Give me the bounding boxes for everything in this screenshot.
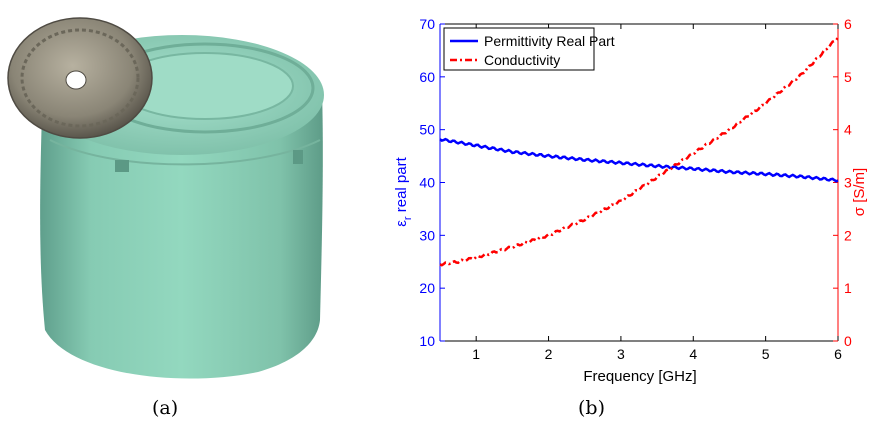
left-y-tick-label: 60 [419, 69, 435, 85]
x-tick-label: 3 [617, 346, 625, 362]
right-y-tick-label: 1 [844, 280, 852, 296]
right-y-tick-label: 2 [844, 227, 852, 243]
x-axis-label: Frequency [GHz] [583, 368, 696, 385]
left-y-tick-label: 10 [419, 333, 435, 349]
dual-axis-line-chart: 1 2 3 4 5 6 10 20 30 40 50 60 70 0 1 2 3 4 5 6 Permittivity… [393, 16, 868, 385]
x-tick-label: 2 [545, 346, 553, 362]
legend-box [443, 27, 595, 71]
legend-label: Permittivity Real Part [484, 33, 615, 49]
chart-axes: 1 2 3 4 5 6 10 20 30 40 50 60 70 0 1 2 3 4 5 6 [419, 16, 852, 362]
x-tick-label: 4 [689, 346, 697, 362]
x-tick-label: 6 [834, 346, 842, 362]
chart-legend: Permittivity Real Part Conductivity [443, 27, 615, 71]
series-line-conductivity [439, 36, 840, 267]
right-y-tick-label: 0 [844, 333, 852, 349]
caption-b: (b) [578, 397, 605, 419]
left-y-axis-label: εr real part [393, 156, 414, 226]
left-y-tick-label: 70 [419, 16, 435, 32]
phantom-photo [7, 17, 324, 379]
left-y-tick-label: 50 [419, 122, 435, 138]
caption-a: (a) [152, 397, 179, 419]
right-y-tick-label: 3 [844, 175, 852, 191]
left-y-tick-label: 40 [419, 175, 435, 191]
right-y-tick-label: 4 [844, 122, 852, 138]
x-tick-label: 1 [472, 346, 480, 362]
series-line-permittivity [439, 137, 839, 183]
coin [7, 17, 153, 139]
right-y-axis-label: σ [S/m] [851, 168, 868, 216]
left-y-tick-label: 20 [419, 280, 435, 296]
x-tick-label: 5 [762, 346, 770, 362]
chart-series [439, 36, 840, 267]
left-y-tick-label: 30 [419, 227, 435, 243]
legend-label: Conductivity [484, 52, 560, 68]
right-y-tick-label: 6 [844, 16, 852, 32]
right-y-tick-label: 5 [844, 69, 852, 85]
